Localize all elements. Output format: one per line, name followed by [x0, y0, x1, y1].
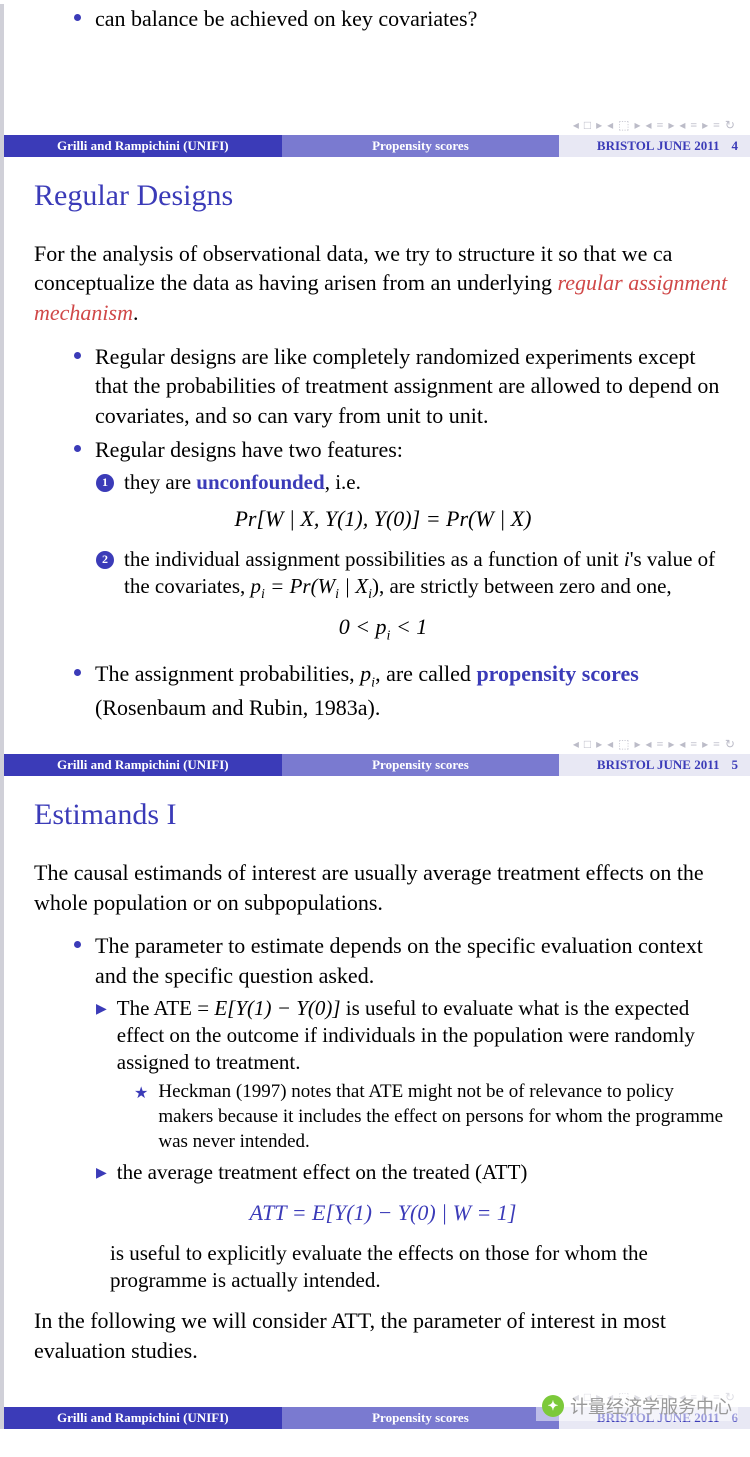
text: (Rosenbaum and Rubin, 1983a).: [95, 695, 380, 720]
var-p: p: [251, 574, 262, 598]
footer-authors: Grilli and Rampichini (UNIFI): [4, 135, 282, 157]
text: The ATE =: [117, 996, 215, 1020]
var-p: p: [360, 661, 371, 686]
footer-right: BRISTOL JUNE 2011 4: [559, 135, 750, 157]
slide-3: Estimands I The causal estimands of inte…: [0, 776, 750, 1429]
emphasis-unconfounded: unconfounded: [196, 470, 324, 494]
slide-footer: Grilli and Rampichini (UNIFI) Propensity…: [4, 135, 750, 157]
triangle-item: ▶ the average treatment effect on the tr…: [96, 1159, 732, 1186]
text: , are called: [375, 661, 476, 686]
emphasis-propensity-scores: propensity scores: [476, 661, 638, 686]
text: Heckman (1997) notes that ATE might not …: [158, 1080, 732, 1154]
footer-title: Propensity scores: [282, 1407, 560, 1429]
bullet-item: The parameter to estimate depends on the…: [74, 931, 732, 990]
footer-venue: BRISTOL JUNE 2011: [597, 138, 720, 154]
triangle-icon: ▶: [96, 1001, 107, 1018]
bullet-item: can balance be achieved on key covariate…: [74, 4, 732, 34]
continuation-text: is useful to explicitly evaluate the eff…: [96, 1240, 732, 1295]
star-icon: ★: [134, 1083, 148, 1103]
triangle-item: ▶ The ATE = E[Y(1) − Y(0)] is useful to …: [96, 995, 732, 1077]
bullet-text: can balance be achieved on key covariate…: [95, 4, 477, 34]
footer-title: Propensity scores: [282, 754, 560, 776]
footer-page: 4: [732, 138, 739, 154]
text: is useful to explicitly evaluate the eff…: [110, 1240, 732, 1295]
text: | X: [339, 574, 368, 598]
text: they are: [124, 470, 196, 494]
slide-title: Estimands I: [34, 776, 732, 850]
footer-title: Propensity scores: [282, 135, 560, 157]
equation-att: ATT = E[Y(1) − Y(0) | W = 1]: [34, 1200, 732, 1226]
bullet-item: The assignment probabilities, pi, are ca…: [74, 659, 732, 723]
triangle-icon: ▶: [96, 1165, 107, 1182]
numbered-item-1: 1 they are unconfounded, i.e.: [96, 469, 732, 496]
text: .: [133, 300, 139, 325]
number-badge-icon: 1: [96, 474, 114, 492]
slide-2: Regular Designs For the analysis of obse…: [0, 157, 750, 776]
text: The assignment probabilities,: [95, 661, 360, 686]
numbered-item-2: 2 the individual assignment possibilitie…: [96, 546, 732, 605]
number-badge-icon: 2: [96, 551, 114, 569]
text: the individual assignment possibilities …: [124, 547, 624, 571]
bullet-item: Regular designs are like completely rand…: [74, 342, 732, 431]
slide-footer: Grilli and Rampichini (UNIFI) Propensity…: [4, 754, 750, 776]
bullet-dot-icon: [74, 669, 81, 676]
footer-venue: BRISTOL JUNE 2011: [597, 757, 720, 773]
footer-authors: Grilli and Rampichini (UNIFI): [4, 754, 282, 776]
bullet-text: The assignment probabilities, pi, are ca…: [95, 659, 732, 723]
bullet-text: The parameter to estimate depends on the…: [95, 931, 732, 990]
text: the average treatment effect on the trea…: [117, 1159, 528, 1186]
footer-authors: Grilli and Rampichini (UNIFI): [4, 1407, 282, 1429]
text: = Pr(W: [265, 574, 335, 598]
equation-unconfounded: Pr[W | X, Y(1), Y(0)] = Pr(W | X): [34, 506, 732, 532]
watermark: ✦ 计量经济学服务中心: [536, 1391, 738, 1421]
slide-1-fragment: can balance be achieved on key covariate…: [0, 4, 750, 157]
bullet-item: Regular designs have two features:: [74, 435, 732, 465]
bullet-dot-icon: [74, 14, 81, 21]
bullet-dot-icon: [74, 445, 81, 452]
bullet-dot-icon: [74, 941, 81, 948]
nav-icons: ◂ □ ▸ ◂ ⬚ ▸ ◂ ≡ ▸ ◂ ≡ ▸ ≡ ↻: [4, 733, 750, 754]
wechat-icon: ✦: [542, 1395, 564, 1417]
formula-ate: E[Y(1) − Y(0)]: [214, 996, 340, 1020]
bullet-text: Regular designs are like completely rand…: [95, 342, 732, 431]
text: For the analysis of observational data, …: [34, 241, 672, 266]
bullet-text: Regular designs have two features:: [95, 435, 403, 465]
nav-icons: ◂ □ ▸ ◂ ⬚ ▸ ◂ ≡ ▸ ◂ ≡ ▸ ≡ ↻: [4, 114, 750, 135]
outro-paragraph: In the following we will consider ATT, t…: [34, 1306, 732, 1365]
intro-paragraph: The causal estimands of interest are usu…: [34, 858, 732, 917]
text: conceptualize the data as having arisen …: [34, 270, 558, 295]
footer-right: BRISTOL JUNE 2011 5: [559, 754, 750, 776]
slide-title: Regular Designs: [34, 157, 732, 231]
text: they are unconfounded, i.e.: [124, 469, 361, 496]
intro-paragraph: For the analysis of observational data, …: [34, 239, 732, 328]
text: ), are strictly between zero and one,: [372, 574, 672, 598]
footer-page: 5: [732, 757, 739, 773]
text: the individual assignment possibilities …: [124, 546, 732, 605]
text: , i.e.: [325, 470, 361, 494]
bullet-dot-icon: [74, 352, 81, 359]
watermark-text: 计量经济学服务中心: [570, 1393, 732, 1419]
text: < 1: [390, 614, 427, 639]
star-item: ★ Heckman (1997) notes that ATE might no…: [134, 1080, 732, 1154]
text: The ATE = E[Y(1) − Y(0)] is useful to ev…: [117, 995, 732, 1077]
text: 0 < p: [339, 614, 387, 639]
equation-bounds: 0 < pi < 1: [34, 614, 732, 644]
